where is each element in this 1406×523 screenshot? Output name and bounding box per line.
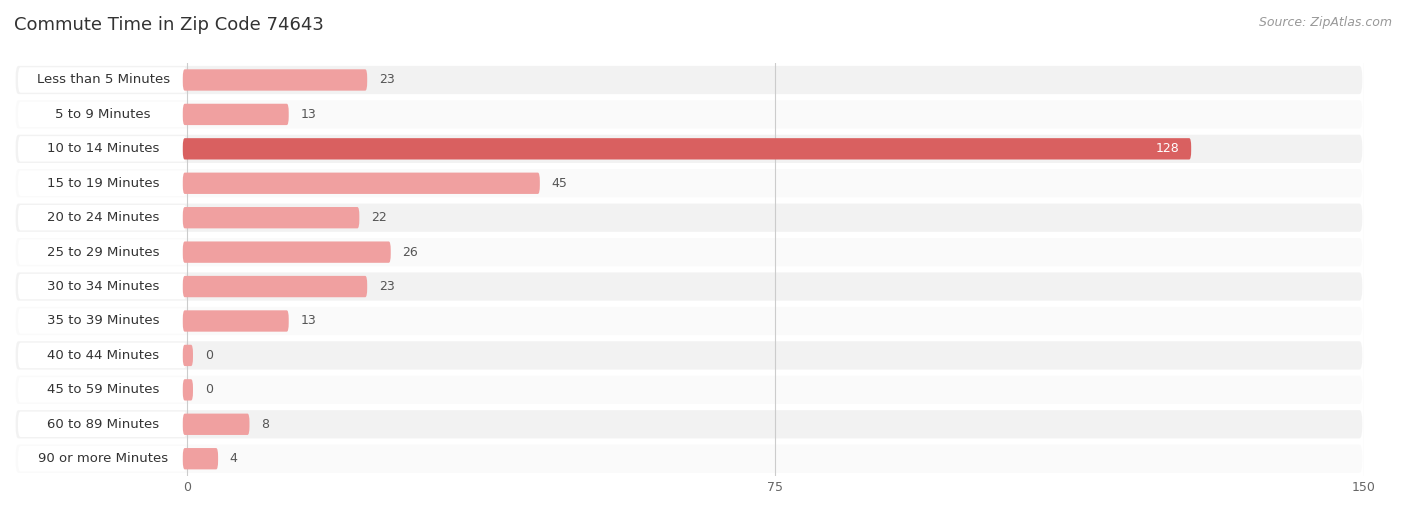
- FancyBboxPatch shape: [15, 272, 1362, 301]
- FancyBboxPatch shape: [15, 135, 1362, 163]
- Text: 22: 22: [371, 211, 387, 224]
- Text: 45: 45: [551, 177, 568, 190]
- FancyBboxPatch shape: [183, 345, 193, 366]
- Text: Commute Time in Zip Code 74643: Commute Time in Zip Code 74643: [14, 16, 323, 33]
- Text: 8: 8: [262, 418, 270, 431]
- FancyBboxPatch shape: [18, 446, 187, 471]
- FancyBboxPatch shape: [18, 136, 187, 162]
- FancyBboxPatch shape: [18, 412, 187, 437]
- Text: 5 to 9 Minutes: 5 to 9 Minutes: [55, 108, 150, 121]
- Text: 15 to 19 Minutes: 15 to 19 Minutes: [46, 177, 159, 190]
- FancyBboxPatch shape: [15, 238, 1362, 266]
- Text: 90 or more Minutes: 90 or more Minutes: [38, 452, 169, 465]
- Text: 13: 13: [301, 314, 316, 327]
- FancyBboxPatch shape: [183, 207, 360, 229]
- FancyBboxPatch shape: [18, 343, 187, 368]
- Text: Less than 5 Minutes: Less than 5 Minutes: [37, 73, 170, 86]
- FancyBboxPatch shape: [18, 101, 187, 127]
- FancyBboxPatch shape: [15, 376, 1362, 404]
- FancyBboxPatch shape: [15, 66, 1362, 94]
- FancyBboxPatch shape: [15, 307, 1362, 335]
- Text: 45 to 59 Minutes: 45 to 59 Minutes: [46, 383, 159, 396]
- Text: 23: 23: [380, 73, 395, 86]
- Text: 13: 13: [301, 108, 316, 121]
- FancyBboxPatch shape: [15, 410, 1362, 438]
- Text: 0: 0: [205, 383, 212, 396]
- FancyBboxPatch shape: [183, 173, 540, 194]
- FancyBboxPatch shape: [18, 205, 187, 231]
- Text: Source: ZipAtlas.com: Source: ZipAtlas.com: [1258, 16, 1392, 29]
- FancyBboxPatch shape: [183, 70, 367, 90]
- FancyBboxPatch shape: [15, 100, 1362, 129]
- Text: 10 to 14 Minutes: 10 to 14 Minutes: [46, 142, 159, 155]
- FancyBboxPatch shape: [18, 67, 187, 93]
- FancyBboxPatch shape: [183, 414, 249, 435]
- Text: 26: 26: [402, 246, 418, 259]
- FancyBboxPatch shape: [183, 276, 367, 297]
- FancyBboxPatch shape: [18, 274, 187, 299]
- FancyBboxPatch shape: [15, 445, 1362, 473]
- Text: 4: 4: [229, 452, 238, 465]
- FancyBboxPatch shape: [15, 169, 1362, 197]
- FancyBboxPatch shape: [15, 342, 1362, 370]
- FancyBboxPatch shape: [183, 379, 193, 401]
- FancyBboxPatch shape: [183, 104, 288, 125]
- Text: 25 to 29 Minutes: 25 to 29 Minutes: [46, 246, 159, 259]
- FancyBboxPatch shape: [18, 377, 187, 403]
- FancyBboxPatch shape: [18, 170, 187, 196]
- FancyBboxPatch shape: [18, 240, 187, 265]
- Text: 20 to 24 Minutes: 20 to 24 Minutes: [46, 211, 159, 224]
- FancyBboxPatch shape: [183, 138, 1191, 160]
- Text: 30 to 34 Minutes: 30 to 34 Minutes: [46, 280, 159, 293]
- Text: 60 to 89 Minutes: 60 to 89 Minutes: [46, 418, 159, 431]
- Text: 40 to 44 Minutes: 40 to 44 Minutes: [46, 349, 159, 362]
- Text: 0: 0: [205, 349, 212, 362]
- FancyBboxPatch shape: [183, 310, 288, 332]
- Text: 35 to 39 Minutes: 35 to 39 Minutes: [46, 314, 159, 327]
- FancyBboxPatch shape: [18, 308, 187, 334]
- Text: 23: 23: [380, 280, 395, 293]
- FancyBboxPatch shape: [15, 203, 1362, 232]
- Text: 128: 128: [1156, 142, 1180, 155]
- FancyBboxPatch shape: [183, 242, 391, 263]
- FancyBboxPatch shape: [183, 448, 218, 469]
